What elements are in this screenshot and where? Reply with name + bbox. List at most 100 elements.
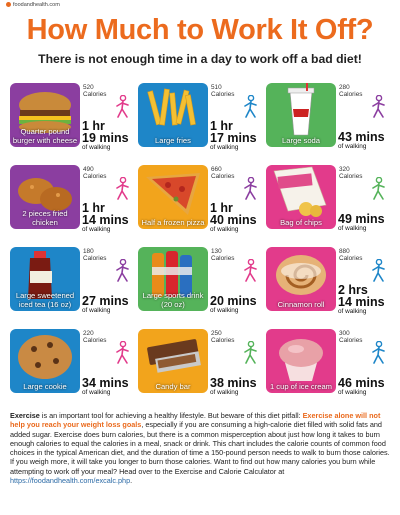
food-photo: Half a frozen pizza [138,165,208,229]
walk-caption: of walking [338,389,367,396]
food-card: Candy bar 250 Calories 38 mins of walking [138,329,266,409]
footer-lead: Exercise [10,411,40,420]
food-image [28,251,52,299]
walking-person-icon [116,258,129,282]
walking-person-icon [116,176,129,200]
food-label: 2 pieces fried chicken [22,209,68,227]
calorie-count: 300 Calories [339,330,362,344]
calorie-count: 510 Calories [211,84,234,98]
food-card: Large sports drink (20 oz) 130 Calories 20 … [138,247,266,327]
calorie-number: 220 [83,330,94,337]
walker-figure [242,94,260,124]
calorie-number: 250 [211,330,222,337]
calorie-number: 880 [339,248,350,255]
food-image [147,339,201,373]
food-label: 1 cup of ice cream [269,381,333,391]
walk-minutes: 27 mins [82,294,129,308]
food-card: Large soda 280 Calories 43 mins of walking [266,83,394,163]
food-label: Candy bar [155,381,191,391]
top-bar: foodandhealth.com [0,0,400,12]
walker-figure [370,340,388,370]
walking-person-icon [372,340,385,364]
walk-time: 43 mins of walking [338,131,385,150]
walk-hours: 1 hr [82,201,105,215]
walking-person-icon [372,258,385,282]
walker-figure [242,340,260,370]
calorie-count: 220 Calories [83,330,106,344]
calorie-number: 180 [83,248,94,255]
walker-figure [114,94,132,124]
walk-time: 46 mins of walking [338,377,385,396]
walk-hours: 1 hr [210,119,233,133]
walk-time: 20 mins of walking [210,295,257,314]
calorie-unit: Calories [339,337,363,344]
walk-minutes: 49 mins [338,212,385,226]
food-card: Half a frozen pizza 660 Calories 1 hr 40 min… [138,165,266,245]
walk-caption: of walking [82,389,111,396]
calorie-count: 280 Calories [339,84,362,98]
walk-hours: 1 hr [210,201,233,215]
walking-person-icon [116,340,129,364]
footer-text-1: is an important tool for achieving a hea… [39,411,303,420]
walk-caption: of walking [82,144,111,151]
walking-person-icon [244,258,257,282]
calorie-number: 280 [339,84,350,91]
walker-figure [114,340,132,370]
brand-dot-icon [6,2,11,8]
calculator-link[interactable]: https://foodandhealth.com/excalc.php [10,476,131,486]
food-photo: Candy bar [138,329,208,393]
walk-caption: of walking [338,308,367,315]
food-card: Bag of chips 320 Calories 49 mins of walking [266,165,394,245]
walker-figure [242,176,260,206]
food-photo: Large fries [138,83,208,147]
food-label: Bag of chips [280,217,322,227]
calorie-unit: Calories [211,173,235,180]
food-label: Cinnamon roll [277,299,325,309]
food-label: Large fries [155,135,191,145]
walking-person-icon [372,94,385,118]
walking-person-icon [372,176,385,200]
walk-time: 1 hr 14 mins of walking [82,202,129,233]
walker-figure [114,258,132,288]
food-photo: 1 cup of ice cream [266,329,336,393]
calorie-unit: Calories [339,255,363,262]
walk-time: 49 mins of walking [338,213,385,232]
walk-hours: 1 hr [82,119,105,133]
page-title: How Much to Work It Off? [26,14,374,46]
food-image [18,335,72,379]
food-card: Large fries 510 Calories 1 hr 17 mins of walk… [138,83,266,163]
walk-minutes: 40 mins [210,213,257,227]
food-image [146,173,200,215]
walking-person-icon [244,176,257,200]
food-photo: Large sports drink (20 oz) [138,247,208,311]
calorie-unit: Calories [339,173,363,180]
food-label: Large sports drink (20 oz) [142,291,204,309]
walk-time: 38 mins of walking [210,377,257,396]
food-image [19,92,71,133]
walk-time: 1 hr 19 mins of walking [82,120,129,151]
food-image [18,178,72,211]
food-photo: Quarter pound burger with cheese [10,83,80,147]
food-label: Quarter pound burger with cheese [12,127,78,145]
food-card: Large cookie 220 Calories 34 mins of walking [10,329,138,409]
calorie-number: 510 [211,84,222,91]
walk-time: 27 mins of walking [82,295,129,314]
food-card: Cinnamon roll 880 Calories 2 hrs 14 mins of w… [266,247,394,327]
food-card: Large sweetened iced tea (16 oz) 180 Calor… [10,247,138,327]
page-subtitle: There is not enough time in a day to wor… [38,52,362,66]
calorie-count: 130 Calories [211,248,234,262]
calorie-number: 660 [211,166,222,173]
food-label: Large soda [282,135,320,145]
walker-figure [370,94,388,124]
footer-text-2: , especially if you are consuming a high… [10,420,390,476]
food-label: Large sweetened iced tea (16 oz) [15,291,75,309]
walking-person-icon [244,340,257,364]
food-photo: Bag of chips [266,165,336,229]
food-label: Half a frozen pizza [141,217,205,227]
calorie-unit: Calories [339,91,363,98]
walker-figure [370,176,388,206]
calorie-count: 180 Calories [83,248,106,262]
food-image [287,83,315,136]
walk-minutes: 34 mins [82,376,129,390]
calorie-number: 130 [211,248,222,255]
